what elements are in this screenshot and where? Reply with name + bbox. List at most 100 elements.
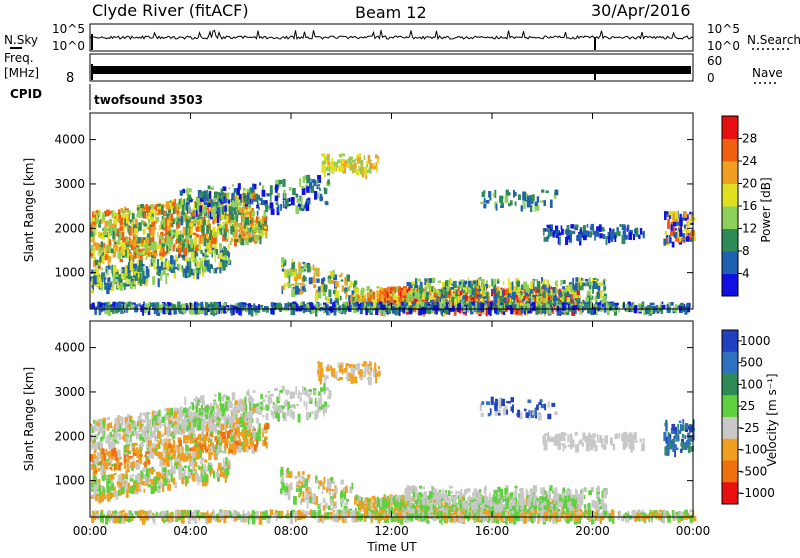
echo-cell (140, 204, 144, 208)
echo-cell (208, 436, 212, 438)
echo-cell (324, 187, 326, 191)
echo-cell (221, 188, 224, 196)
echo-cell (259, 182, 261, 185)
echo-cell (115, 302, 118, 309)
echo-cell (102, 256, 105, 265)
echo-cell (373, 163, 376, 166)
echo-cell (521, 205, 523, 211)
echo-cell (131, 279, 133, 282)
echo-cell (491, 279, 493, 287)
echo-cell (147, 419, 151, 427)
echo-cell (302, 188, 306, 195)
echo-cell (595, 231, 599, 237)
echo-cell (354, 287, 356, 290)
echo-cell (358, 166, 361, 168)
echo-cell (99, 302, 103, 307)
nsky-tick-bottom: 10^0 (52, 39, 85, 53)
date-title: 30/Apr/2016 (591, 1, 691, 20)
echo-cell (208, 185, 211, 189)
echo-cell (159, 235, 162, 239)
echo-cell (205, 263, 209, 266)
echo-cell (361, 288, 364, 293)
echo-cell (243, 231, 245, 234)
echo-cell (135, 218, 138, 224)
echo-cell (300, 283, 304, 285)
echo-cell (238, 446, 242, 453)
echo-cell (161, 452, 163, 460)
echo-cell (228, 257, 231, 264)
echo-cell (233, 306, 235, 315)
echo-cell (296, 196, 298, 198)
echo-cell (120, 250, 122, 252)
echo-cell (599, 233, 603, 238)
echo-cell (481, 284, 483, 292)
echo-cell (201, 236, 203, 241)
echo-cell (149, 265, 151, 268)
echo-cell (296, 304, 299, 311)
echo-cell (109, 454, 112, 456)
echo-cell (583, 278, 585, 283)
echo-cell (665, 231, 667, 236)
echo-cell (604, 279, 606, 281)
echo-cell (126, 446, 129, 451)
nsky-trace (90, 30, 693, 50)
echo-cell (330, 307, 334, 312)
echo-cell (292, 188, 296, 195)
echo-cell (330, 280, 334, 284)
echo-cell (143, 250, 145, 255)
echo-cell (127, 427, 129, 435)
echo-cell (508, 293, 511, 298)
echo-cell (227, 192, 229, 196)
echo-cell (93, 420, 95, 424)
echo-cell (578, 234, 582, 242)
echo-cell (161, 221, 163, 225)
echo-cell (212, 424, 216, 432)
echo-cell (221, 228, 223, 235)
echo-cell (208, 251, 211, 254)
echo-cell (687, 307, 690, 312)
echo-cell (399, 307, 401, 316)
cpid-label: CPID (10, 87, 42, 101)
echo-cell (242, 219, 244, 223)
echo-cell (477, 278, 481, 280)
echo-cell (567, 297, 571, 302)
echo-cell (328, 161, 331, 165)
cpid-value: twofsound 3503 (94, 93, 203, 107)
echo-cell (224, 445, 227, 448)
echo-cell (439, 298, 441, 302)
echo-cell (293, 197, 295, 199)
echo-cell (483, 204, 486, 208)
echo-cell (201, 225, 205, 233)
echo-cell (151, 211, 155, 214)
echo-cell (536, 296, 539, 302)
echo-cell (181, 423, 184, 427)
echo-cell (559, 292, 563, 296)
echo-cell (199, 227, 202, 231)
echo-cell (587, 291, 591, 296)
echo-cell (93, 257, 95, 259)
echo-cell (326, 157, 329, 160)
echo-cell (249, 429, 251, 437)
echo-cell (126, 274, 128, 283)
echo-cell (185, 242, 188, 249)
echo-cell (480, 202, 484, 205)
echo-cell (191, 434, 193, 438)
echo-cell (334, 307, 337, 316)
echo-cell (219, 267, 221, 273)
echo-cell (455, 296, 458, 299)
echo-cell (92, 459, 94, 461)
echo-cell (164, 426, 166, 435)
echo-cell (162, 417, 166, 423)
echo-cell (152, 276, 155, 285)
echo-cell (157, 266, 161, 272)
echo-cell (354, 298, 357, 302)
echo-cell (460, 295, 462, 300)
echo-cell (214, 191, 217, 198)
echo-cell (131, 222, 133, 226)
echo-cell (104, 462, 108, 469)
echo-cell (129, 460, 131, 468)
echo-cell (210, 265, 212, 269)
echo-cell (149, 412, 151, 414)
echo-cell (667, 222, 670, 229)
echo-cell (200, 260, 203, 268)
